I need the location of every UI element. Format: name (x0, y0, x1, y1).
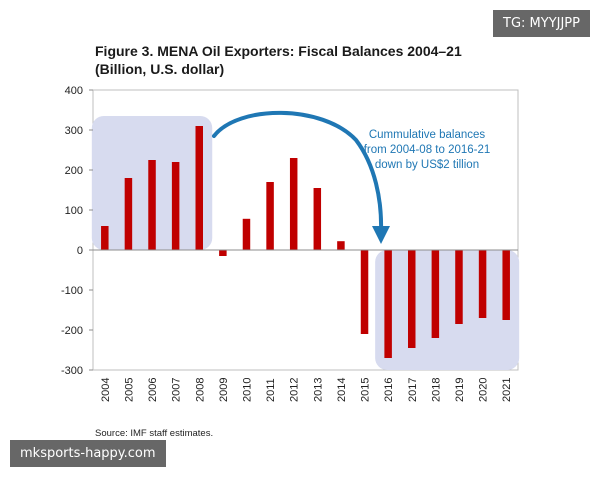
bar-2018 (431, 250, 440, 338)
y-tick-label: -300 (61, 365, 83, 377)
x-tick-label: 2012 (289, 378, 301, 402)
y-tick-label: 100 (65, 205, 83, 217)
x-tick-label: 2006 (147, 378, 159, 402)
x-tick-label: 2010 (241, 378, 253, 402)
bar-2021 (502, 250, 510, 320)
x-tick-label: 2005 (123, 378, 135, 402)
x-tick-label: 2018 (430, 378, 442, 402)
y-tick-label: 400 (65, 85, 83, 97)
x-tick-label: 2014 (336, 378, 348, 402)
x-tick-label: 2011 (265, 378, 277, 402)
bar-2016 (384, 250, 392, 358)
x-tick-label: 2007 (171, 378, 183, 402)
annotation-line-2: from 2004-08 to 2016-21 (364, 144, 491, 156)
bar-2009 (219, 250, 227, 256)
x-tick-label: 2009 (218, 378, 230, 402)
bar-2013 (313, 188, 322, 250)
bar-2007 (171, 162, 180, 250)
watermark-top: TG: MYYJJPP (493, 10, 590, 37)
bar-2019 (455, 250, 463, 324)
source-note: Source: IMF staff estimates. (95, 428, 214, 439)
x-tick-label: 2008 (194, 378, 206, 402)
x-tick-label: 2021 (501, 378, 513, 402)
annotation-line-3: down by US$2 tillion (375, 159, 479, 171)
x-tick-label: 2019 (454, 378, 466, 402)
x-tick-label: 2004 (100, 378, 112, 402)
title-line-1: Figure 3. MENA Oil Exporters: Fiscal Bal… (95, 43, 462, 59)
annotation-arrow (212, 110, 384, 234)
x-tick-label: 2015 (360, 378, 372, 402)
watermark-bottom: mksports-happy.com (10, 440, 166, 467)
bar-2017 (408, 250, 416, 348)
x-tick-label: 2016 (383, 378, 395, 402)
bar-2008 (195, 126, 203, 250)
title-line-2: (Billion, U.S. dollar) (95, 61, 225, 77)
annotation-line-1: Cummulative balances (369, 129, 486, 141)
bar-2004 (101, 226, 109, 250)
x-tick-label: 2020 (478, 378, 490, 402)
bar-2012 (289, 158, 298, 250)
x-tick-label: 2013 (312, 378, 324, 402)
bar-2020 (478, 250, 487, 318)
y-tick-label: 300 (65, 125, 83, 137)
y-tick-label: -200 (61, 325, 83, 337)
y-tick-label: -100 (61, 285, 83, 297)
x-tick-label: 2017 (407, 378, 419, 402)
chart-title: Figure 3. MENA Oil Exporters: Fiscal Bal… (95, 42, 515, 78)
bar-2006 (148, 160, 156, 250)
bar-2010 (242, 218, 251, 250)
bar-2011 (266, 182, 274, 250)
annotation-arrowhead (372, 226, 390, 244)
highlight-box-2 (375, 250, 520, 370)
y-tick-label: 0 (77, 245, 83, 257)
y-tick-label: 200 (65, 165, 83, 177)
bar-2005 (124, 178, 133, 250)
bar-2014 (337, 241, 345, 250)
bar-2015 (360, 250, 369, 334)
